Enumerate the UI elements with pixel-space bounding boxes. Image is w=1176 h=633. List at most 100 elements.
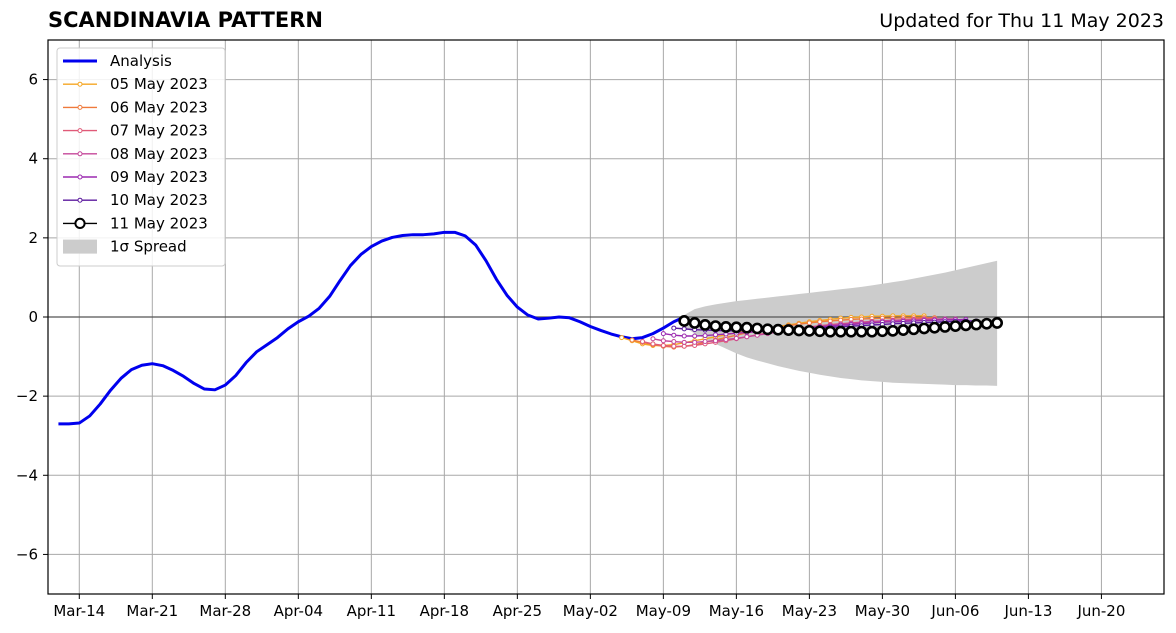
forecast-point-3 xyxy=(640,339,646,345)
x-tick-label: Mar-14 xyxy=(53,602,105,620)
forecast-point-7 xyxy=(772,323,784,336)
forecast-point-7 xyxy=(834,325,847,338)
x-tick-label: Apr-11 xyxy=(347,602,397,620)
y-tick-label: −6 xyxy=(16,545,38,563)
forecast-point-5 xyxy=(692,333,698,339)
y-tick-label: −2 xyxy=(16,387,38,405)
updated-label: Updated for Thu 11 May 2023 xyxy=(879,10,1164,32)
legend-label: 05 May 2023 xyxy=(110,75,208,93)
forecast-point-4 xyxy=(744,334,750,340)
forecast-point-7 xyxy=(709,320,722,333)
y-tick-label: 2 xyxy=(28,229,38,247)
forecast-point-7 xyxy=(991,317,1004,329)
forecast-point-4 xyxy=(681,339,687,345)
legend-marker xyxy=(77,128,83,134)
forecast-point-1 xyxy=(619,335,625,341)
legend-label: 1σ Spread xyxy=(110,238,187,256)
forecast-point-7 xyxy=(678,315,691,327)
forecast-point-3 xyxy=(681,343,687,349)
x-tick-label: Apr-25 xyxy=(493,602,543,620)
x-tick-label: Apr-18 xyxy=(420,602,470,620)
forecast-point-7 xyxy=(855,325,868,338)
forecast-point-6 xyxy=(681,326,687,332)
forecast-point-7 xyxy=(688,317,701,329)
legend-marker xyxy=(77,174,83,180)
forecast-point-7 xyxy=(699,319,711,331)
forecast-point-7 xyxy=(897,324,910,336)
forecast-point-5 xyxy=(681,333,687,339)
legend-label: 10 May 2023 xyxy=(110,191,208,209)
x-tick-label: Jun-13 xyxy=(1003,602,1052,620)
legend-label: 09 May 2023 xyxy=(110,168,208,186)
forecast-point-5 xyxy=(671,332,677,338)
forecast-point-7 xyxy=(949,320,962,333)
forecast-point-4 xyxy=(733,335,739,341)
x-tick-label: Mar-21 xyxy=(126,602,178,620)
forecast-point-6 xyxy=(671,325,677,331)
forecast-point-7 xyxy=(959,319,972,332)
x-tick-label: May-09 xyxy=(636,602,691,620)
forecast-point-7 xyxy=(928,321,941,334)
x-tick-label: Jun-20 xyxy=(1076,602,1125,620)
x-tick-label: May-02 xyxy=(563,602,618,620)
analysis-line xyxy=(58,230,685,426)
forecast-point-7 xyxy=(782,324,795,336)
forecast-point-5 xyxy=(713,332,719,338)
legend-label: 11 May 2023 xyxy=(110,214,208,232)
x-tick-label: May-30 xyxy=(855,602,910,620)
forecast-point-7 xyxy=(793,324,805,337)
x-tick-label: May-23 xyxy=(782,602,837,620)
legend-swatch xyxy=(63,239,97,254)
forecast-point-7 xyxy=(939,320,951,333)
forecast-point-7 xyxy=(845,325,858,338)
forecast-point-4 xyxy=(702,339,708,345)
forecast-point-7 xyxy=(824,325,837,338)
legend-box xyxy=(56,47,226,267)
forecast-point-7 xyxy=(866,325,878,338)
forecast-point-7 xyxy=(761,323,774,336)
forecast-point-4 xyxy=(671,339,677,345)
legend-label: 07 May 2023 xyxy=(110,122,208,140)
forecast-point-4 xyxy=(650,336,656,342)
y-tick-label: 4 xyxy=(28,150,38,168)
legend-marker xyxy=(77,151,83,157)
forecast-point-7 xyxy=(980,317,993,330)
legend-marker xyxy=(77,197,83,203)
forecast-point-7 xyxy=(813,325,826,338)
y-tick-label: −4 xyxy=(16,466,38,484)
legend-label: 06 May 2023 xyxy=(110,98,208,116)
legend-marker xyxy=(77,104,83,110)
forecast-point-7 xyxy=(720,320,732,333)
forecast-point-2 xyxy=(806,320,812,326)
forecast-point-2 xyxy=(817,319,823,325)
y-tick-label: 0 xyxy=(28,308,38,326)
forecast-point-7 xyxy=(876,325,889,338)
forecast-point-5 xyxy=(660,331,666,337)
forecast-point-7 xyxy=(907,323,920,336)
legend-label: 08 May 2023 xyxy=(110,145,208,163)
legend-marker xyxy=(74,217,86,229)
forecast-point-3 xyxy=(650,341,656,347)
forecast-point-7 xyxy=(803,324,816,337)
x-tick-label: Apr-04 xyxy=(274,602,324,620)
forecast-point-4 xyxy=(723,337,729,343)
legend-marker xyxy=(77,81,83,87)
forecast-point-7 xyxy=(970,318,983,331)
chart-title: SCANDINAVIA PATTERN xyxy=(48,8,323,32)
forecast-point-3 xyxy=(671,343,677,349)
forecast-point-5 xyxy=(702,333,708,339)
forecast-point-7 xyxy=(751,322,764,335)
forecast-point-4 xyxy=(713,338,719,344)
forecast-point-3 xyxy=(660,342,666,348)
y-tick-label: 6 xyxy=(28,71,38,89)
legend-label: Analysis xyxy=(110,52,172,70)
forecast-point-7 xyxy=(740,321,753,334)
x-tick-label: Jun-06 xyxy=(930,602,979,620)
x-tick-label: Mar-28 xyxy=(199,602,251,620)
forecast-point-7 xyxy=(918,322,931,335)
forecast-point-2 xyxy=(629,337,635,343)
forecast-point-4 xyxy=(692,339,698,345)
forecast-point-7 xyxy=(886,324,899,337)
x-tick-label: May-16 xyxy=(709,602,764,620)
